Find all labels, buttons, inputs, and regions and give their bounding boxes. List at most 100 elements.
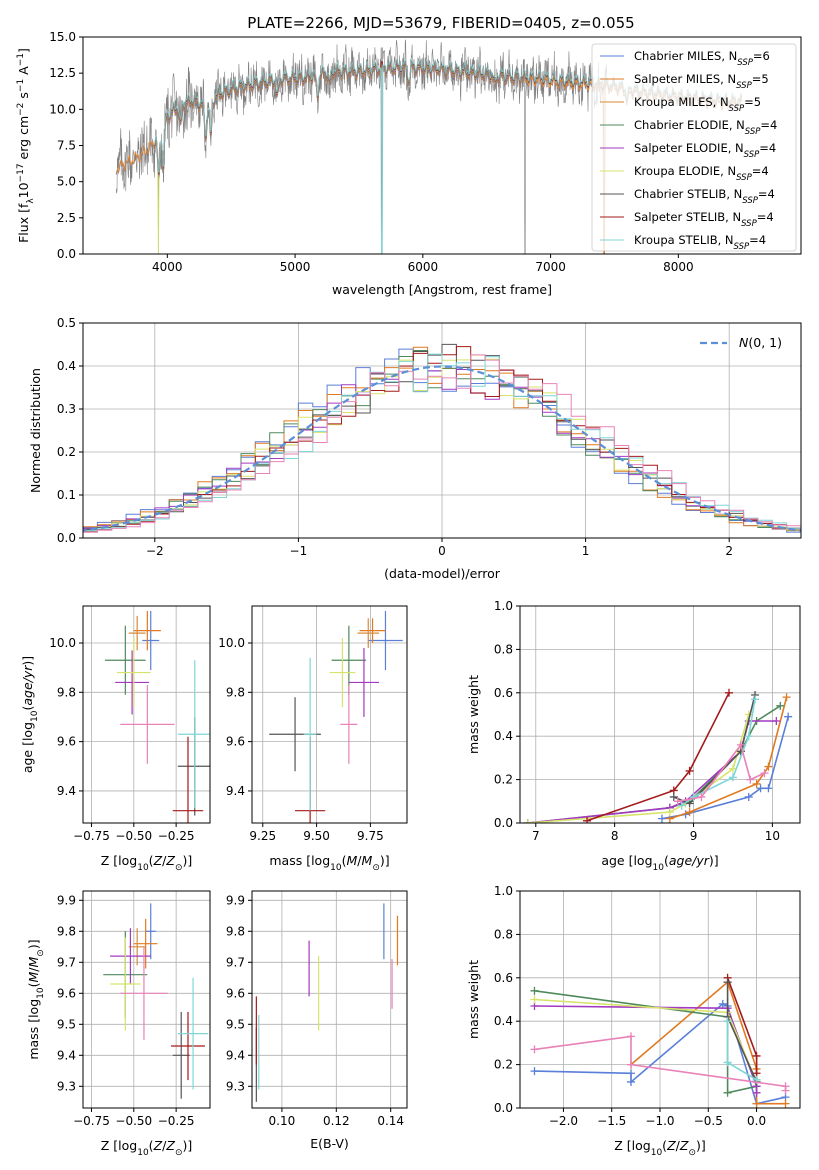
y-axis-label-part: age [log [20, 722, 35, 773]
x-tick-label: −0.25 [158, 829, 195, 843]
y-axis-label-part: s [16, 92, 31, 103]
y-tick-label: 9.7 [226, 955, 245, 969]
mass-weight-point-chab_miles [744, 792, 753, 801]
legend-entry-part: =4 [757, 210, 774, 224]
y-tick-label: 9.6 [226, 735, 245, 749]
legend-entry-part: Kroupa STELIB, N [634, 233, 734, 247]
y-axis-label-part: erg cm [16, 116, 31, 164]
mass-weight-point-salp_stelib [685, 766, 694, 775]
mass-weight-point-pink [673, 797, 682, 806]
legend-entry: Salpeter ELODIE, NSSP=4 [634, 141, 776, 160]
x-axis-label-part: mass [log [269, 853, 330, 868]
x-axis-label-part: )] [709, 853, 719, 868]
panel-mass_weight_vs_Z: −2.0 −1.5 −1.0 −0.5 0.0 0.0 0.2 0.4 0.6 0.8 1.0 Z [… [466, 884, 801, 1158]
x-tick-label: −0.5 [694, 1114, 723, 1128]
mass-weight-point-krou_elodie [530, 995, 539, 1004]
x-axis-label: age [log10(age/yr)] [601, 853, 718, 873]
legend-entry-part: Chabrier STELIB, N [634, 187, 742, 201]
x-axis-label-part: 10 [137, 1148, 149, 1158]
legend-entry-part: SSP [737, 58, 753, 68]
mass-weight-point-pink [760, 769, 769, 778]
x-axis-label-part: )] [182, 853, 192, 868]
mass-weight-line-salp_stelib [586, 692, 730, 822]
mass-weight-point-chab_elodie [776, 701, 785, 710]
y-axis-label-part: −2 [16, 103, 26, 116]
x-tick-label: 9 [690, 829, 698, 843]
x-tick-label: 0.0 [747, 1114, 766, 1128]
x-tick-label: 6000 [408, 260, 439, 274]
legend-entry-part: SSP [736, 173, 752, 183]
figure-title: PLATE=2266, MJD=53679, FIBERID=0405, z=0… [247, 14, 634, 32]
x-axis-label: (data-model)/error [384, 566, 501, 581]
mass-weight-point-pink [627, 1060, 636, 1069]
y-tick-label: 0.6 [494, 686, 513, 700]
y-tick-label: 0.0 [57, 247, 76, 261]
mass-weight-point-chab_stelib [723, 978, 732, 987]
x-tick-label: 0.14 [377, 1114, 404, 1128]
mass-weight-point-chab_miles [530, 1067, 539, 1076]
x-tick-label: −0.25 [158, 1114, 195, 1128]
y-tick-label: 9.6 [57, 735, 76, 749]
x-axis-label-part: ⊙ [175, 863, 183, 873]
mass-weight-point-salp_stelib [752, 1051, 761, 1060]
mass-weight-point-salp_miles [752, 779, 761, 788]
mass-weight-point-chab_miles [718, 999, 727, 1008]
y-axis-label: mass [log10(M/M⊙)] [26, 939, 46, 1059]
legend-entry-part: SSP [745, 127, 761, 137]
y-tick-label: 9.3 [226, 1079, 245, 1093]
plot-area [83, 343, 801, 535]
y-axis-label-part: mass [log [26, 999, 41, 1060]
mass-weight-point-pink [746, 775, 755, 784]
y-axis-label-part: 10 [36, 987, 46, 999]
mass-weight-point-krou_stelib [723, 1017, 732, 1026]
y-axis-label-part: M [26, 956, 41, 967]
panel-age_vs_Z: −0.75 −0.50 −0.259.49.69.810.0Z [log10(Z/Z… [20, 605, 211, 873]
x-axis-label: Z [log10(Z/Z⊙)] [101, 853, 193, 873]
mass-weight-point-chab_miles [764, 784, 773, 793]
y-tick-label: 1.0 [494, 599, 513, 613]
legend-entry-part: SSP [729, 104, 745, 114]
axes-frame [519, 605, 801, 824]
legend-box [591, 43, 797, 252]
y-tick-label: 9.8 [57, 685, 76, 699]
legend-entry-part: =4 [752, 164, 769, 178]
x-tick-label: −2 [146, 544, 164, 558]
x-tick-label: 4000 [152, 260, 183, 274]
y-tick-label: 0.8 [494, 927, 513, 941]
x-axis-label-part: Z [666, 1138, 676, 1153]
x-axis-label-part: age/yr [669, 853, 710, 868]
legend-entry-part: =4 [758, 187, 775, 201]
y-axis-label-part: −1 [16, 53, 26, 66]
x-axis-label-part: ⊙ [372, 863, 380, 873]
panel-residuals: −2 −1 0 1 2 0.0 0.1 0.2 0.3 0.4 0.5 (data-model)/er… [28, 316, 802, 581]
x-axis-label-part: Z [679, 1138, 689, 1153]
mass-weight-point-krou_elodie [665, 808, 674, 817]
y-tick-label: 0.2 [57, 445, 76, 459]
x-tick-label: 9.25 [249, 829, 276, 843]
y-tick-label: 9.8 [226, 924, 245, 938]
mass-weight-point-salp_elodie [752, 1088, 761, 1097]
x-tick-label: −0.75 [73, 1114, 110, 1128]
legend-entry-part: =5 [752, 72, 769, 86]
axes-frame [519, 890, 801, 1109]
y-axis-label: mass weight [466, 960, 481, 1039]
mass-weight-point-krou_stelib [744, 732, 753, 741]
legend-entry: N(0, 1) [739, 335, 782, 350]
x-axis-label-part: M [362, 853, 373, 868]
y-tick-label: 0.4 [57, 359, 76, 373]
legend-entry-part: SSP [744, 150, 760, 160]
y-axis-label-part: age/yr [20, 665, 35, 706]
mass-weight-point-chab_miles [627, 1069, 636, 1078]
x-tick-label: −0.75 [73, 829, 110, 843]
x-axis-label: mass [log10(M/M⊙)] [269, 853, 389, 873]
y-tick-label: 5.0 [57, 175, 76, 189]
y-axis-label-part: )] [20, 656, 35, 666]
residual-legend: N(0, 1) [700, 335, 782, 350]
y-axis-label-part: −17 [16, 163, 26, 182]
y-tick-label: 1.0 [494, 884, 513, 898]
plot-area [530, 973, 790, 1108]
y-axis-label-part: λ [26, 198, 36, 204]
mass-weight-point-salp_miles [752, 1099, 761, 1108]
y-tick-label: 9.7 [57, 955, 76, 969]
